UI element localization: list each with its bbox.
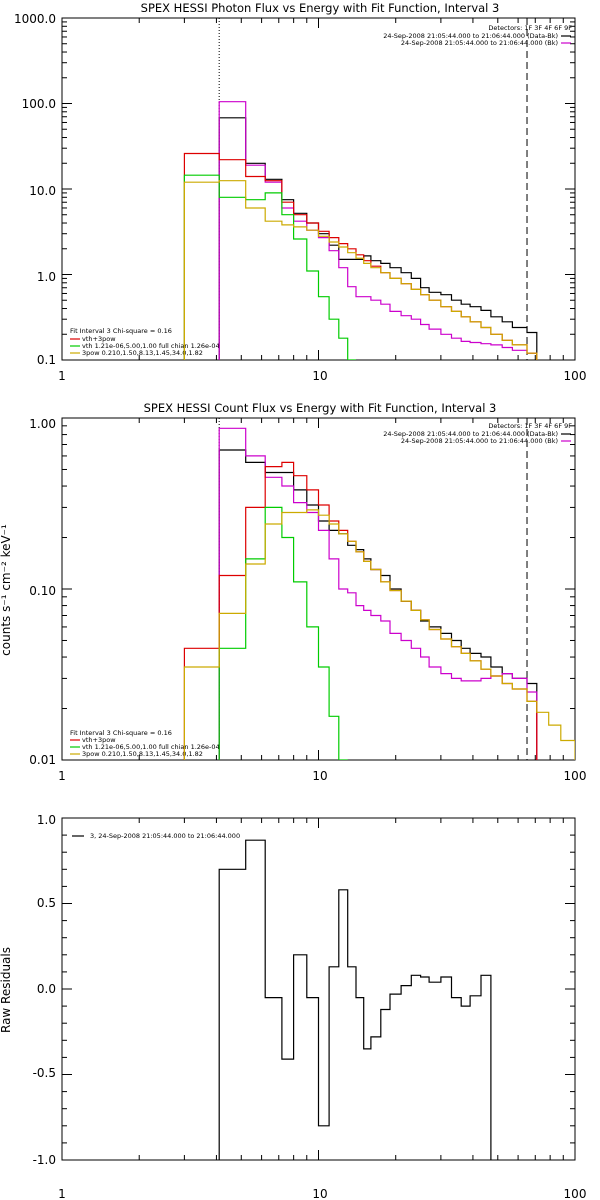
legend-bk: 24-Sep-2008 21:05:44.000 to 21:06:44.000… <box>401 437 558 445</box>
count-flux-panel: SPEX HESSI Count Flux vs Energy with Fit… <box>0 401 586 783</box>
x-tick-label: 10 <box>312 769 327 783</box>
x-tick-label: 1 <box>58 369 66 383</box>
legend-bk: 24-Sep-2008 21:05:44.000 to 21:06:44.000… <box>401 39 558 47</box>
legend-data-bk: 24-Sep-2008 21:05:44.000 to 21:06:44.000… <box>383 32 558 40</box>
series-residuals <box>218 839 492 1160</box>
x-tick-label: 100 <box>564 769 587 783</box>
y-tick-label: 100.0 <box>22 97 56 111</box>
series-3pow <box>183 180 538 360</box>
y-tick-label: 1.0 <box>37 813 56 827</box>
y-tick-label: 0.01 <box>29 753 56 767</box>
residuals-panel: 3, 24-Sep-2008 21:05:44.000 to 21:06:44.… <box>0 813 586 1200</box>
axes-frame <box>61 17 576 361</box>
legend-fit-total: vth+3pow <box>82 736 116 744</box>
x-tick-label: 1 <box>58 1187 66 1200</box>
detectors-label: Detectors: 1F 3F 4F 6F 9F <box>488 24 572 32</box>
series-vth-3pow <box>183 152 538 360</box>
series-data-bk <box>218 117 538 360</box>
y-tick-label: 0.5 <box>37 896 56 910</box>
series-3pow <box>183 509 575 760</box>
y-tick-label: 0.10 <box>29 584 56 598</box>
legend-residuals: 3, 24-Sep-2008 21:05:44.000 to 21:06:44.… <box>90 832 240 840</box>
y-tick-label: 0.1 <box>37 353 56 367</box>
y-tick-label: 0.0 <box>37 982 56 996</box>
photon-flux-title: SPEX HESSI Photon Flux vs Energy with Fi… <box>141 1 500 15</box>
count-flux-title: SPEX HESSI Count Flux vs Energy with Fit… <box>144 401 497 415</box>
legend-data-bk: 24-Sep-2008 21:05:44.000 to 21:06:44.000… <box>383 430 558 438</box>
y-tick-label: 1000.0 <box>14 12 56 26</box>
legend-fit-vth: vth 1.21e-06,5.00,1.00 full chian 1.26e-… <box>82 342 220 350</box>
detectors-label: Detectors: 1F 3F 4F 6F 9F <box>488 422 572 430</box>
y-axis-label: Raw Residuals <box>0 947 13 1033</box>
x-tick-label: 100 <box>564 1187 587 1200</box>
x-tick-label: 10 <box>312 1187 327 1200</box>
x-tick-label: 1 <box>58 769 66 783</box>
series-vth <box>183 174 356 360</box>
y-tick-label: 10.0 <box>29 184 56 198</box>
axes-frame <box>61 417 576 761</box>
fit-interval-label: Fit Interval 3 Chi-square = 0.16 <box>70 327 172 335</box>
x-tick-label: 100 <box>564 369 587 383</box>
legend-fit-3pow: 3pow 0.210,1.50,8.13,1.45,34.0,1.82 <box>82 349 203 357</box>
fit-interval-label: Fit Interval 3 Chi-square = 0.16 <box>70 729 172 737</box>
legend-fit-3pow: 3pow 0.210,1.50,8.13,1.45,34.0,1.82 <box>82 750 203 758</box>
series-data-bk <box>218 449 538 760</box>
series-bk <box>218 427 538 760</box>
legend-fit-total: vth+3pow <box>82 335 116 343</box>
y-tick-label: -0.5 <box>33 1066 56 1080</box>
y-axis-label: counts s⁻¹ cm⁻² keV⁻¹ <box>0 524 13 656</box>
plot-area <box>61 17 576 361</box>
plot-area <box>61 817 576 1161</box>
y-tick-label: -1.0 <box>33 1153 56 1167</box>
series-bk <box>218 101 538 360</box>
y-tick-label: 1.00 <box>29 417 56 431</box>
y-tick-label: 1.0 <box>37 270 56 284</box>
series-vth <box>218 506 348 760</box>
legend-fit-vth: vth 1.21e-06,5.00,1.00 full chian 1.26e-… <box>82 743 220 751</box>
plot-area <box>61 417 576 761</box>
photon-flux-panel: SPEX HESSI Photon Flux vs Energy with Fi… <box>14 1 586 383</box>
x-tick-label: 10 <box>312 369 327 383</box>
series-vth-3pow <box>183 461 538 760</box>
